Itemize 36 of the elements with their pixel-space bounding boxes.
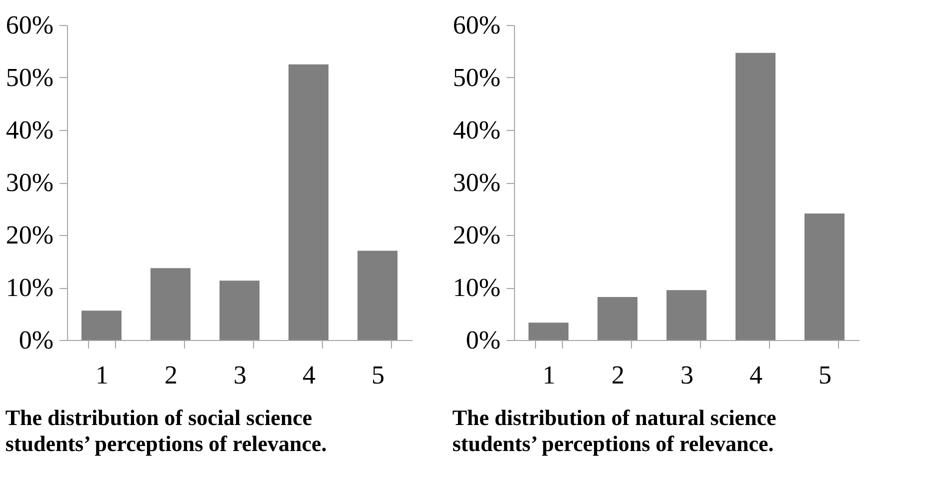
bar bbox=[736, 52, 776, 340]
y-tick-label: 10% bbox=[452, 273, 500, 302]
y-tick-label: 60% bbox=[452, 10, 500, 40]
x-tick-label: 3 bbox=[234, 360, 246, 390]
y-tick-label: 10% bbox=[6, 273, 54, 302]
bar bbox=[358, 250, 398, 340]
x-tick-label: 3 bbox=[680, 360, 694, 390]
y-tick-label: 0% bbox=[18, 326, 54, 354]
bar bbox=[666, 290, 706, 340]
x-tick-label: 1 bbox=[542, 360, 556, 390]
bar bbox=[220, 280, 260, 340]
x-tick-label: 2 bbox=[612, 360, 624, 390]
bar bbox=[528, 322, 568, 340]
x-tick-label: 5 bbox=[372, 360, 384, 390]
y-tick-label: 20% bbox=[6, 220, 54, 250]
x-tick-label: 2 bbox=[164, 360, 178, 390]
y-tick-label: 40% bbox=[6, 116, 54, 144]
y-tick-label: 40% bbox=[452, 116, 500, 144]
text: The distribution of natural science students’ perceptions of relevance. bbox=[452, 405, 776, 456]
text: The distribution of social science students’ perceptions of relevance. bbox=[5, 405, 327, 456]
x-tick-label: 5 bbox=[818, 360, 832, 390]
x-tick-label: 1 bbox=[96, 360, 108, 390]
x-tick-label: 4 bbox=[302, 360, 316, 390]
y-tick-label: 30% bbox=[6, 168, 54, 197]
y-tick-label: 60% bbox=[6, 10, 54, 40]
bar bbox=[82, 310, 122, 340]
bar bbox=[288, 64, 328, 340]
bar bbox=[804, 213, 844, 340]
y-tick-label: 50% bbox=[6, 63, 54, 92]
bar bbox=[150, 268, 190, 340]
y-tick-label: 0% bbox=[466, 326, 500, 354]
bar bbox=[598, 296, 638, 340]
x-tick-label: 4 bbox=[750, 360, 762, 390]
y-tick-label: 50% bbox=[452, 63, 500, 92]
y-tick-label: 30% bbox=[452, 168, 500, 197]
y-tick-label: 20% bbox=[452, 220, 500, 250]
